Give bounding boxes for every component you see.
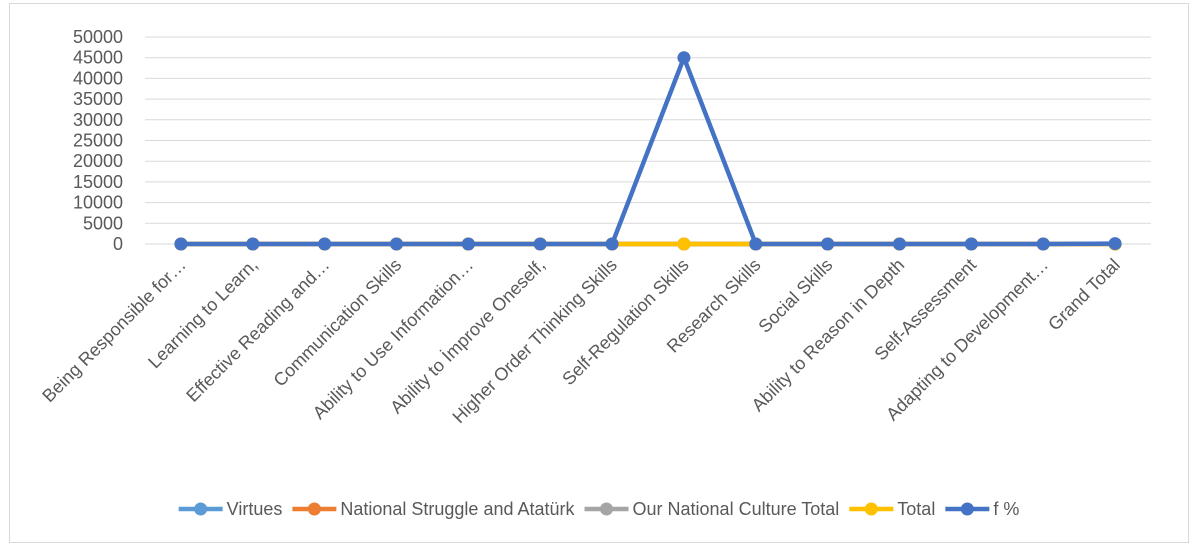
legend-label: f % <box>993 499 1019 519</box>
y-tick-label: 15000 <box>73 172 123 192</box>
y-tick-label: 5000 <box>83 213 123 233</box>
data-point <box>605 237 619 251</box>
legend-marker <box>600 502 614 516</box>
y-axis-ticks: 0500010000150002000025000300003500040000… <box>73 27 123 254</box>
y-tick-label: 45000 <box>73 48 123 68</box>
series-lines <box>174 51 1122 251</box>
legend-label: National Struggle and Atatürk <box>340 499 575 519</box>
x-tick-label: Self-Regulation Skills <box>558 255 692 389</box>
data-point <box>1108 237 1122 251</box>
y-tick-label: 35000 <box>73 89 123 109</box>
data-point <box>1036 237 1050 251</box>
legend-marker <box>194 502 208 516</box>
series-4 <box>174 51 1122 251</box>
data-point <box>533 237 547 251</box>
x-tick-label: Effective Reading and… <box>182 255 333 406</box>
y-tick-label: 10000 <box>73 193 123 213</box>
legend-marker <box>960 502 974 516</box>
y-tick-label: 30000 <box>73 110 123 130</box>
data-point <box>461 237 475 251</box>
y-tick-label: 40000 <box>73 68 123 88</box>
data-point <box>677 51 691 65</box>
data-point <box>964 237 978 251</box>
line-chart: 0500010000150002000025000300003500040000… <box>38 27 1151 519</box>
legend-label: Virtues <box>227 499 283 519</box>
x-tick-label: Grand Total <box>1044 255 1124 335</box>
legend-marker <box>864 502 878 516</box>
series-line <box>178 55 1118 247</box>
data-point <box>174 237 188 251</box>
x-tick-label: Being Responsible for… <box>38 255 189 406</box>
data-point <box>318 237 332 251</box>
legend-label: Total <box>897 499 935 519</box>
legend-item: Total <box>849 499 935 519</box>
y-tick-label: 50000 <box>73 27 123 47</box>
data-point <box>390 237 403 251</box>
y-tick-label: 20000 <box>73 151 123 171</box>
x-tick-label: Communication Skills <box>270 255 406 391</box>
gridlines <box>145 36 1151 245</box>
y-tick-label: 0 <box>113 234 123 254</box>
legend-item: Our National Culture Total <box>584 499 840 519</box>
legend-item: Virtues <box>178 499 283 519</box>
legend-marker <box>307 502 321 516</box>
legend-item: National Struggle and Atatürk <box>292 499 576 519</box>
legend-label: Our National Culture Total <box>633 499 840 519</box>
data-point <box>893 237 906 251</box>
legend: Virtues National Struggle and Atatürk Our … <box>178 499 1019 519</box>
legend-item: f % <box>945 499 1019 519</box>
data-point <box>246 237 260 251</box>
data-point <box>821 237 835 251</box>
x-tick-label: Ability to Reason in Depth <box>748 255 909 416</box>
chart-frame: 0 5000 10000 15000 20000 25000 30000 35000 40000… <box>9 3 1189 543</box>
y-tick-label: 25000 <box>73 131 123 151</box>
x-axis-ticks: Being Responsible for…Learning to Learn,… <box>38 255 1124 427</box>
data-point <box>677 237 691 251</box>
data-point <box>749 237 763 251</box>
